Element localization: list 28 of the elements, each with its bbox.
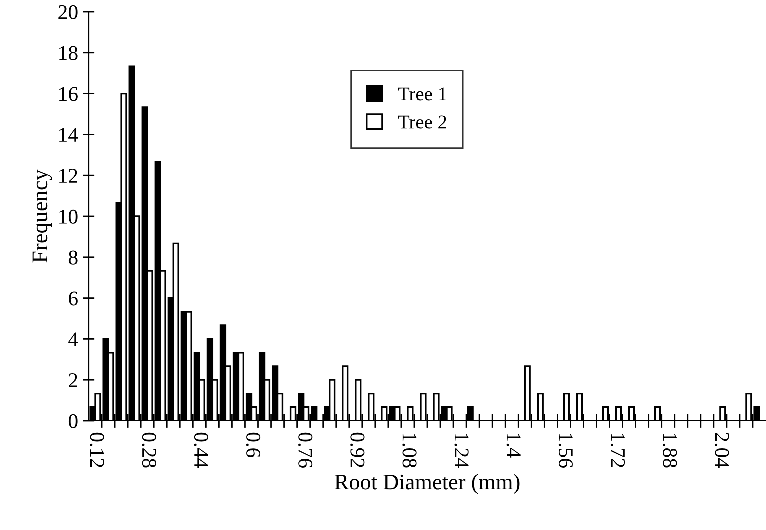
y-axis-title: Frequency: [32, 170, 52, 263]
legend-label: Tree 2: [398, 116, 446, 129]
y-tick-label: 12: [60, 169, 78, 183]
x-tick-label: 0.92: [350, 432, 365, 468]
y-tick-label: 16: [60, 87, 78, 102]
y-tick-label: 8: [68, 250, 78, 265]
legend-label: Tree 1: [398, 88, 446, 101]
x-tick-label: 1.88: [663, 434, 678, 468]
x-tick-label: 1.56: [558, 434, 573, 468]
x-tick-label: 0.76: [298, 432, 313, 468]
x-tick-label: 1.72: [610, 434, 626, 468]
x-axis-title: Root Diameter (mm): [334, 474, 520, 494]
y-tick-label: 20: [58, 5, 78, 20]
y-tick-label: 4: [68, 332, 78, 346]
x-tick-label: 2.04: [715, 433, 730, 468]
y-tick-label: 6: [69, 292, 78, 306]
x-tick-label: 0.28: [142, 432, 156, 468]
x-tick-label: 0.6: [246, 432, 261, 458]
x-tick-label: 1.24: [454, 434, 469, 468]
y-tick-label: 0: [68, 414, 78, 428]
x-tick-label: 0.12: [90, 432, 104, 468]
y-tick-label: 10: [60, 210, 78, 224]
y-tick-label: 18: [60, 46, 78, 60]
x-tick-label: 0.44: [194, 432, 209, 468]
y-tick-label: 2: [69, 374, 78, 388]
x-tick-label: 1.4: [506, 434, 521, 458]
x-tick-label: 1.08: [402, 434, 417, 468]
y-tick-label: 14: [60, 128, 78, 142]
